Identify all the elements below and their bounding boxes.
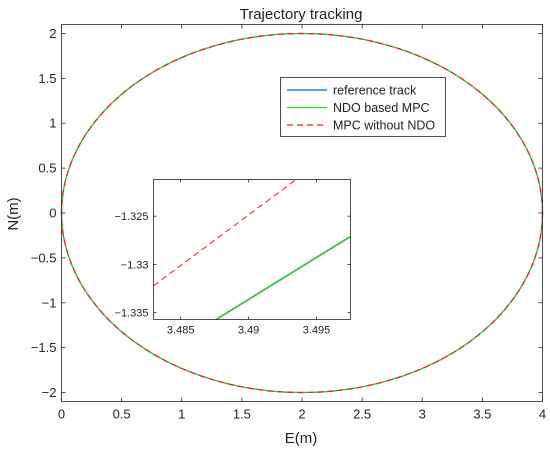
inset-y-tick-label: −1.335 (115, 308, 149, 320)
y-tick-label: 0.5 (38, 161, 56, 176)
main-y-ticks: −2 −1.5 −1 −0.5 0 0.5 1 1.5 2 (31, 26, 543, 400)
x-tick-label: 3.5 (473, 407, 491, 422)
inset-background (153, 179, 350, 319)
legend-label-reference-track: reference track (333, 84, 417, 98)
y-tick-label: −1.5 (31, 340, 57, 355)
inset-frame (153, 179, 351, 320)
y-tick-label: −1 (42, 295, 57, 310)
y-tick-label: 2 (49, 26, 56, 41)
main-x-ticks: 0 0.5 1 1.5 2 2.5 3 3.5 4 (58, 24, 546, 422)
inset-y-tick-label: −1.33 (121, 259, 149, 271)
inset-series-ndo-based-mpc-line (215, 235, 351, 321)
y-tick-label: 0 (49, 206, 56, 221)
y-tick-label: −0.5 (31, 250, 57, 265)
y-tick-label: −2 (42, 385, 57, 400)
inset-x-ticks: 3.485 3.49 3.495 (167, 179, 331, 337)
legend-label-mpc-without-ndo: MPC without NDO (333, 119, 435, 133)
x-axis-label: E(m) (285, 430, 318, 447)
chart-title: Trajectory tracking (240, 6, 363, 23)
legend: reference track NDO based MPC MPC withou… (280, 77, 446, 137)
inset-x-tick-label: 3.485 (167, 325, 195, 337)
x-tick-label: 1.5 (233, 407, 251, 422)
y-tick-label: 1 (49, 116, 56, 131)
x-tick-label: 0.5 (113, 407, 131, 422)
x-tick-label: 3 (419, 407, 426, 422)
inset-y-ticks: −1.325 −1.33 −1.335 (115, 211, 351, 320)
inset-y-tick-label: −1.325 (115, 211, 149, 223)
x-tick-label: 0 (58, 407, 65, 422)
inset-x-tick-label: 3.495 (303, 325, 331, 337)
inset-zoom-plot: 3.485 3.49 3.495 −1.325 −1.33 −1.335 (115, 179, 351, 337)
x-tick-label: 2.5 (353, 407, 371, 422)
legend-label-ndo-based-mpc: NDO based MPC (333, 101, 430, 115)
x-tick-label: 1 (178, 407, 185, 422)
inset-series-group (153, 179, 351, 321)
y-axis-label: N(m) (5, 197, 22, 230)
x-tick-label: 4 (539, 407, 546, 422)
y-tick-label: 1.5 (38, 71, 56, 86)
inset-x-tick-label: 3.49 (238, 325, 259, 337)
x-tick-label: 2 (298, 407, 305, 422)
